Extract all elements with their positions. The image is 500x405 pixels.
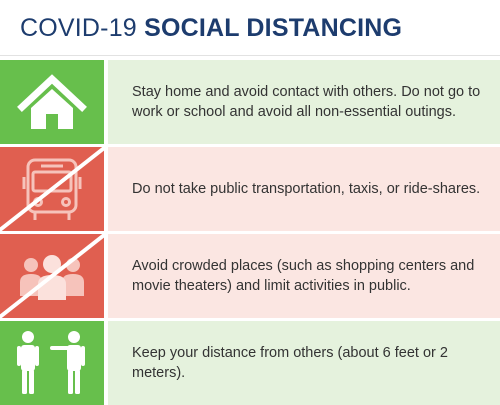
guideline-row-no-transit: Do not take public transportation, taxis… — [0, 147, 500, 231]
guideline-text-panel: Stay home and avoid contact with others.… — [108, 60, 500, 144]
guideline-text: Stay home and avoid contact with others.… — [132, 84, 481, 120]
bus-crossed-icon — [0, 147, 104, 231]
house-icon — [17, 74, 87, 129]
crowd-crossed-icon — [0, 234, 104, 318]
guideline-icon-panel — [0, 147, 104, 231]
guideline-text-panel: Keep your distance from others (about 6 … — [108, 321, 500, 405]
guideline-text: Avoid crowded places (such as shopping c… — [132, 258, 475, 294]
title-divider — [0, 55, 500, 56]
title-light: COVID-19 — [20, 14, 137, 42]
guideline-row-keep-distance: Keep your distance from others (about 6 … — [0, 321, 500, 405]
guideline-icon-panel — [0, 234, 104, 318]
guideline-text-panel: Do not take public transportation, taxis… — [108, 147, 500, 231]
guideline-icon-panel — [0, 321, 104, 405]
guideline-icon-panel — [0, 60, 104, 144]
guideline-row-avoid-crowds: Avoid crowded places (such as shopping c… — [0, 234, 500, 318]
guideline-text: Keep your distance from others (about 6 … — [132, 345, 448, 381]
people-distance-icon — [17, 331, 85, 394]
guideline-row-stay-home: Stay home and avoid contact with others.… — [0, 60, 500, 144]
guideline-text: Do not take public transportation, taxis… — [132, 181, 481, 197]
title-bold: SOCIAL DISTANCING — [144, 14, 403, 42]
guideline-text-panel: Avoid crowded places (such as shopping c… — [108, 234, 500, 318]
page-title: COVID-19 SOCIAL DISTANCING — [20, 14, 402, 43]
